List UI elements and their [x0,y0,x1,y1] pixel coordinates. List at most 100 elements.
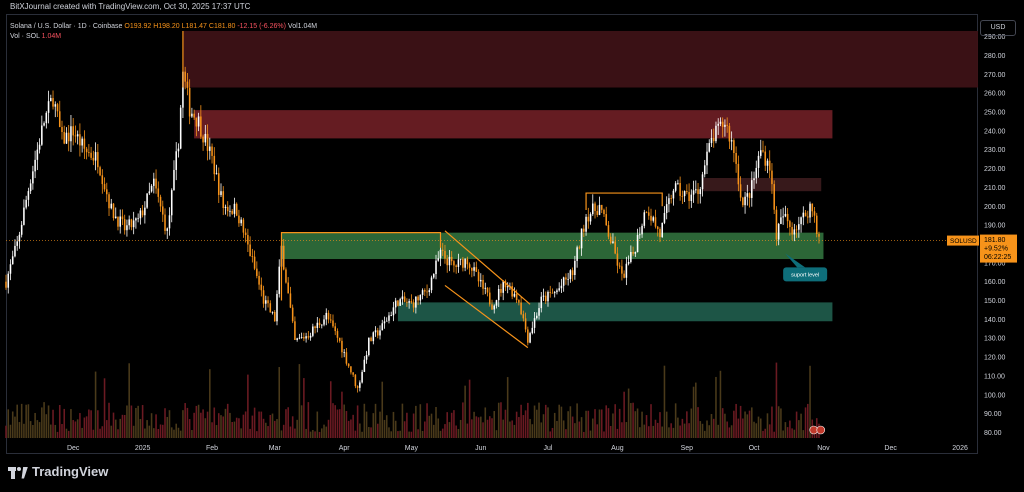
volume-bar [379,411,381,438]
candle-body [401,296,404,300]
candle-body [231,210,233,214]
candle-body [804,212,807,217]
candle-body [527,329,529,343]
candle-body [650,215,652,221]
candle-body [108,194,110,209]
volume-bar [202,409,204,438]
volume-bar [25,404,27,438]
candle-body [379,330,381,336]
volume-bar [813,431,816,438]
volume-bar [159,424,162,438]
volume-bar [61,424,63,438]
candle-body [710,138,713,144]
volume-bar [368,427,370,438]
volume-bar [659,412,661,438]
y-tick-label: 150.00 [984,298,1006,305]
volume-bar [495,430,498,438]
candle-body [757,155,760,168]
volume-bar [327,419,330,438]
volume-bar [325,426,328,438]
volume-bar [415,405,417,438]
volume-bar [289,426,292,438]
candle-body [448,256,451,266]
candle-body [173,169,175,191]
candle-body [412,302,415,308]
volume-bar [85,416,88,438]
candle-body [748,193,751,198]
candle-body [699,189,702,195]
candle-body [511,286,513,297]
candle-body [623,273,625,278]
candle-body [491,304,493,310]
candle-body [681,195,684,197]
candle-body [421,290,424,295]
candle-body [802,212,805,218]
volume-bar [529,418,531,438]
volume-bar [280,430,283,438]
candle-body [435,260,437,275]
volume-bar [117,429,119,438]
candle-body [312,326,314,336]
currency-button[interactable]: USD [980,20,1016,36]
volume-bar [784,422,787,438]
volume-bar [356,405,359,438]
volume-bar [265,422,267,438]
y-tick-label: 200.00 [984,204,1006,211]
candle-body [390,315,393,317]
volume-bar [88,409,90,438]
volume-bar [764,428,767,438]
volume-bar [130,405,133,438]
candle-body [153,178,155,186]
x-tick-label: 2026 [952,445,968,452]
volume-bar [247,374,249,438]
volume-bar [497,402,500,438]
volume-bar [614,404,616,438]
volume-bar [363,403,366,438]
volume-bar [36,420,39,438]
candle-body [148,191,151,194]
candle-body [47,101,50,113]
volume-bar [345,411,348,438]
volume-bar [459,419,462,438]
volume-bar [719,370,722,438]
candle-body [123,219,126,231]
volume-bar [312,429,314,438]
symbol-tag-box [947,235,979,246]
symbol-tag: SOLUSD [950,238,977,245]
volume-bar [549,431,552,438]
candle-body [273,311,276,322]
candle-body [144,207,146,216]
volume-bar [509,421,511,438]
candle-body [807,216,809,218]
volume-bar [768,424,771,438]
candle-body [200,116,202,137]
ohlc-low: L181.47 [181,23,207,30]
candle-body [94,152,97,161]
volume-bar [148,425,151,438]
zone-support [281,232,824,260]
volume-bar [372,413,375,438]
volume-bar [343,404,345,438]
volume-bar [471,419,473,438]
candle-body [562,277,565,286]
candle-body [121,216,124,220]
candle-body [240,219,242,224]
volume-bar [341,391,343,438]
candle-body [27,191,30,200]
candle-body [300,337,303,338]
volume-bar [766,413,769,438]
volume-bar [108,402,110,438]
volume-bar [807,403,809,438]
volume-bar [663,365,666,438]
candle-body [16,241,18,246]
volume-bar [166,416,169,438]
volume-bar [273,420,276,438]
volume-bar [636,408,639,438]
volume-bar [67,430,70,438]
volume-bar [209,369,211,438]
candle-body [76,134,79,137]
candle-body [506,286,509,288]
candle-body [350,366,352,373]
candle-body [493,305,496,310]
